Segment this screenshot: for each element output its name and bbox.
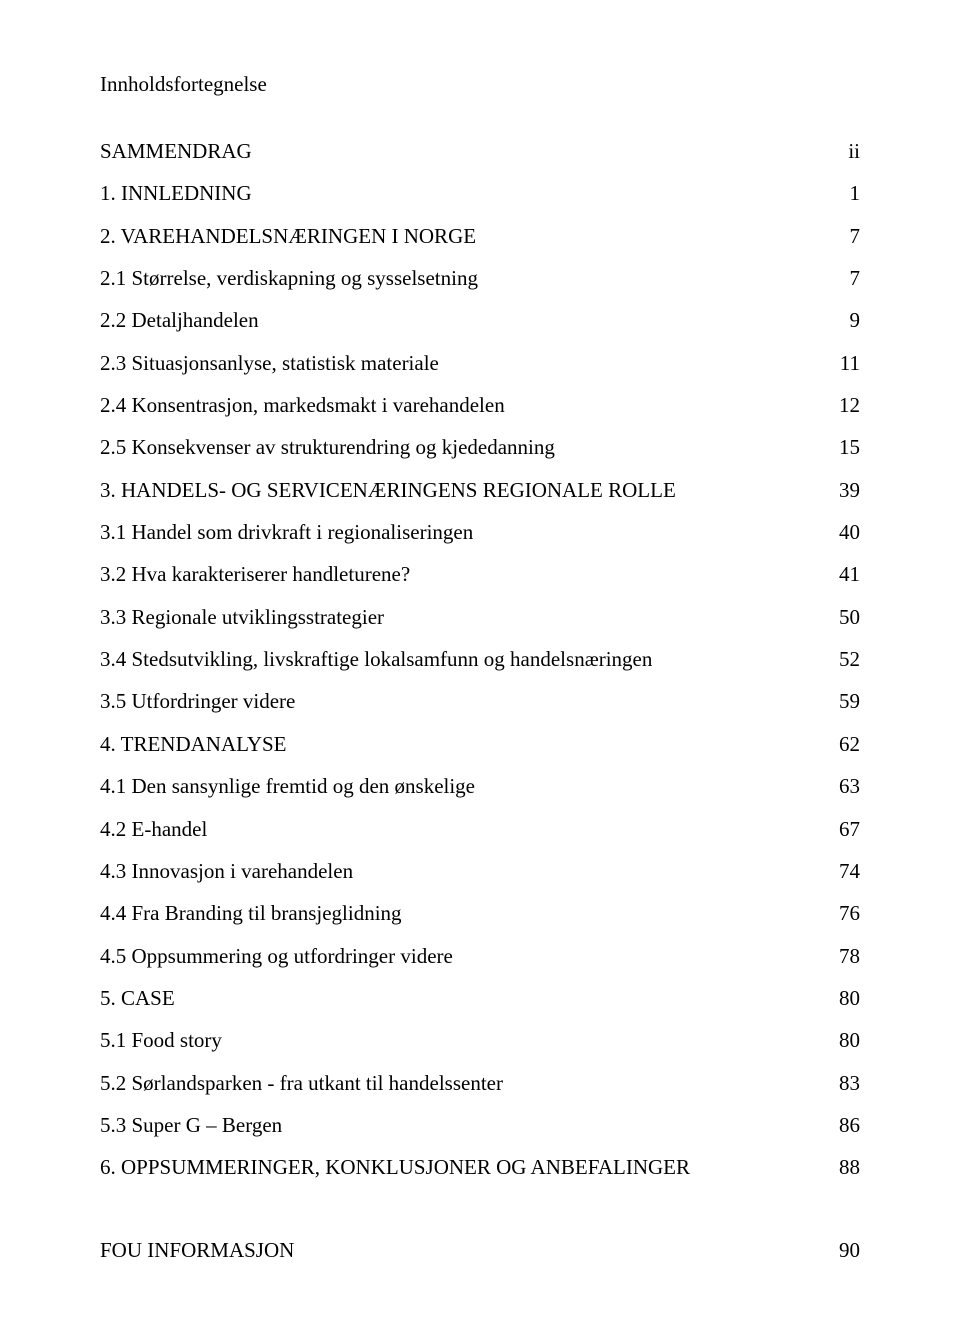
toc-entry-label: 2.4 Konsentrasjon, markedsmakt i varehan… xyxy=(100,391,832,419)
toc-entry-page-number: 12 xyxy=(832,391,860,419)
toc-entry-label: 5. CASE xyxy=(100,984,832,1012)
toc-entry-page-number: 63 xyxy=(832,772,860,800)
toc-row: 2.5 Konsekvenser av strukturendring og k… xyxy=(100,433,860,461)
toc-row: 4.5 Oppsummering og utfordringer videre7… xyxy=(100,942,860,970)
toc-entry-page-number: 62 xyxy=(832,730,860,758)
toc-entry-label: 5.1 Food story xyxy=(100,1026,832,1054)
toc-row: 4.1 Den sansynlige fremtid og den ønskel… xyxy=(100,772,860,800)
toc-row: 6. OPPSUMMERINGER, KONKLUSJONER OG ANBEF… xyxy=(100,1153,860,1181)
toc-entry-page-number: 50 xyxy=(832,603,860,631)
toc-entry-page-number: 9 xyxy=(832,306,860,334)
toc-entry-label: 5.2 Sørlandsparken - fra utkant til hand… xyxy=(100,1069,832,1097)
toc-row: 2.1 Størrelse, verdiskapning og sysselse… xyxy=(100,264,860,292)
toc-row: 3.4 Stedsutvikling, livskraftige lokalsa… xyxy=(100,645,860,673)
toc-entry-label: SAMMENDRAG xyxy=(100,137,832,165)
toc-entry-label: 3.1 Handel som drivkraft i regionaliseri… xyxy=(100,518,832,546)
toc-entry-label: 2.2 Detaljhandelen xyxy=(100,306,832,334)
toc-entry-label: 4.1 Den sansynlige fremtid og den ønskel… xyxy=(100,772,832,800)
toc-entry-label: 3. HANDELS- OG SERVICENÆRINGENS REGIONAL… xyxy=(100,476,832,504)
toc-heading: Innholdsfortegnelse xyxy=(100,72,860,97)
toc-entry-page-number: 7 xyxy=(832,264,860,292)
toc-entry-page-number: 11 xyxy=(832,349,860,377)
toc-row: 4.4 Fra Branding til bransjeglidning76 xyxy=(100,899,860,927)
toc-entry-label: 4. TRENDANALYSE xyxy=(100,730,832,758)
footer-row: FOU INFORMASJON 90 xyxy=(100,1238,860,1263)
toc-entry-label: 4.4 Fra Branding til bransjeglidning xyxy=(100,899,832,927)
toc-entry-label: 2.3 Situasjonsanlyse, statistisk materia… xyxy=(100,349,832,377)
toc-entry-page-number: 86 xyxy=(832,1111,860,1139)
toc-row: 5. CASE80 xyxy=(100,984,860,1012)
toc-row: 2.3 Situasjonsanlyse, statistisk materia… xyxy=(100,349,860,377)
toc-entry-label: 3.4 Stedsutvikling, livskraftige lokalsa… xyxy=(100,645,832,673)
toc-row: 4. TRENDANALYSE62 xyxy=(100,730,860,758)
toc-entry-label: 2. VAREHANDELSNÆRINGEN I NORGE xyxy=(100,222,832,250)
toc-entry-label: 6. OPPSUMMERINGER, KONKLUSJONER OG ANBEF… xyxy=(100,1153,832,1181)
toc-row: 2.2 Detaljhandelen9 xyxy=(100,306,860,334)
toc-entry-page-number: 76 xyxy=(832,899,860,927)
toc-entry-page-number: 67 xyxy=(832,815,860,843)
document-page: Innholdsfortegnelse SAMMENDRAGii1. INNLE… xyxy=(0,0,960,1323)
toc-row: 5.3 Super G – Bergen86 xyxy=(100,1111,860,1139)
toc-entry-label: 3.5 Utfordringer videre xyxy=(100,687,832,715)
toc-entry-page-number: 39 xyxy=(832,476,860,504)
toc-entry-page-number: 52 xyxy=(832,645,860,673)
toc-entry-label: 3.3 Regionale utviklingsstrategier xyxy=(100,603,832,631)
toc-row: 3.5 Utfordringer videre59 xyxy=(100,687,860,715)
toc-entry-label: 1. INNLEDNING xyxy=(100,179,832,207)
toc-row: 3.2 Hva karakteriserer handleturene?41 xyxy=(100,560,860,588)
toc-entry-label: 2.1 Størrelse, verdiskapning og sysselse… xyxy=(100,264,832,292)
toc-row: 2.4 Konsentrasjon, markedsmakt i varehan… xyxy=(100,391,860,419)
toc-entry-page-number: 40 xyxy=(832,518,860,546)
toc-row: SAMMENDRAGii xyxy=(100,137,860,165)
toc-entry-page-number: 83 xyxy=(832,1069,860,1097)
toc-row: 1. INNLEDNING1 xyxy=(100,179,860,207)
toc-row: 4.3 Innovasjon i varehandelen74 xyxy=(100,857,860,885)
toc-entry-label: 3.2 Hva karakteriserer handleturene? xyxy=(100,560,832,588)
toc-entry-page-number: 78 xyxy=(832,942,860,970)
toc-row: 2. VAREHANDELSNÆRINGEN I NORGE7 xyxy=(100,222,860,250)
toc-entry-label: 4.3 Innovasjon i varehandelen xyxy=(100,857,832,885)
toc-row: 3. HANDELS- OG SERVICENÆRINGENS REGIONAL… xyxy=(100,476,860,504)
toc-entry-page-number: ii xyxy=(832,137,860,165)
toc-entry-label: 5.3 Super G – Bergen xyxy=(100,1111,832,1139)
toc-entry-page-number: 88 xyxy=(832,1153,860,1181)
toc-entry-page-number: 80 xyxy=(832,1026,860,1054)
toc-entry-page-number: 80 xyxy=(832,984,860,1012)
toc-entry-page-number: 15 xyxy=(832,433,860,461)
toc-row: 3.3 Regionale utviklingsstrategier50 xyxy=(100,603,860,631)
footer-page-number: 90 xyxy=(832,1238,860,1263)
footer-label: FOU INFORMASJON xyxy=(100,1238,832,1263)
toc-entry-label: 4.2 E-handel xyxy=(100,815,832,843)
toc-entry-page-number: 74 xyxy=(832,857,860,885)
toc-entry-page-number: 59 xyxy=(832,687,860,715)
toc-row: 5.2 Sørlandsparken - fra utkant til hand… xyxy=(100,1069,860,1097)
toc-row: 3.1 Handel som drivkraft i regionaliseri… xyxy=(100,518,860,546)
toc-list: SAMMENDRAGii1. INNLEDNING12. VAREHANDELS… xyxy=(100,137,860,1182)
toc-entry-page-number: 1 xyxy=(832,179,860,207)
toc-entry-label: 4.5 Oppsummering og utfordringer videre xyxy=(100,942,832,970)
toc-entry-label: 2.5 Konsekvenser av strukturendring og k… xyxy=(100,433,832,461)
toc-row: 5.1 Food story80 xyxy=(100,1026,860,1054)
toc-entry-page-number: 41 xyxy=(832,560,860,588)
toc-entry-page-number: 7 xyxy=(832,222,860,250)
toc-row: 4.2 E-handel67 xyxy=(100,815,860,843)
